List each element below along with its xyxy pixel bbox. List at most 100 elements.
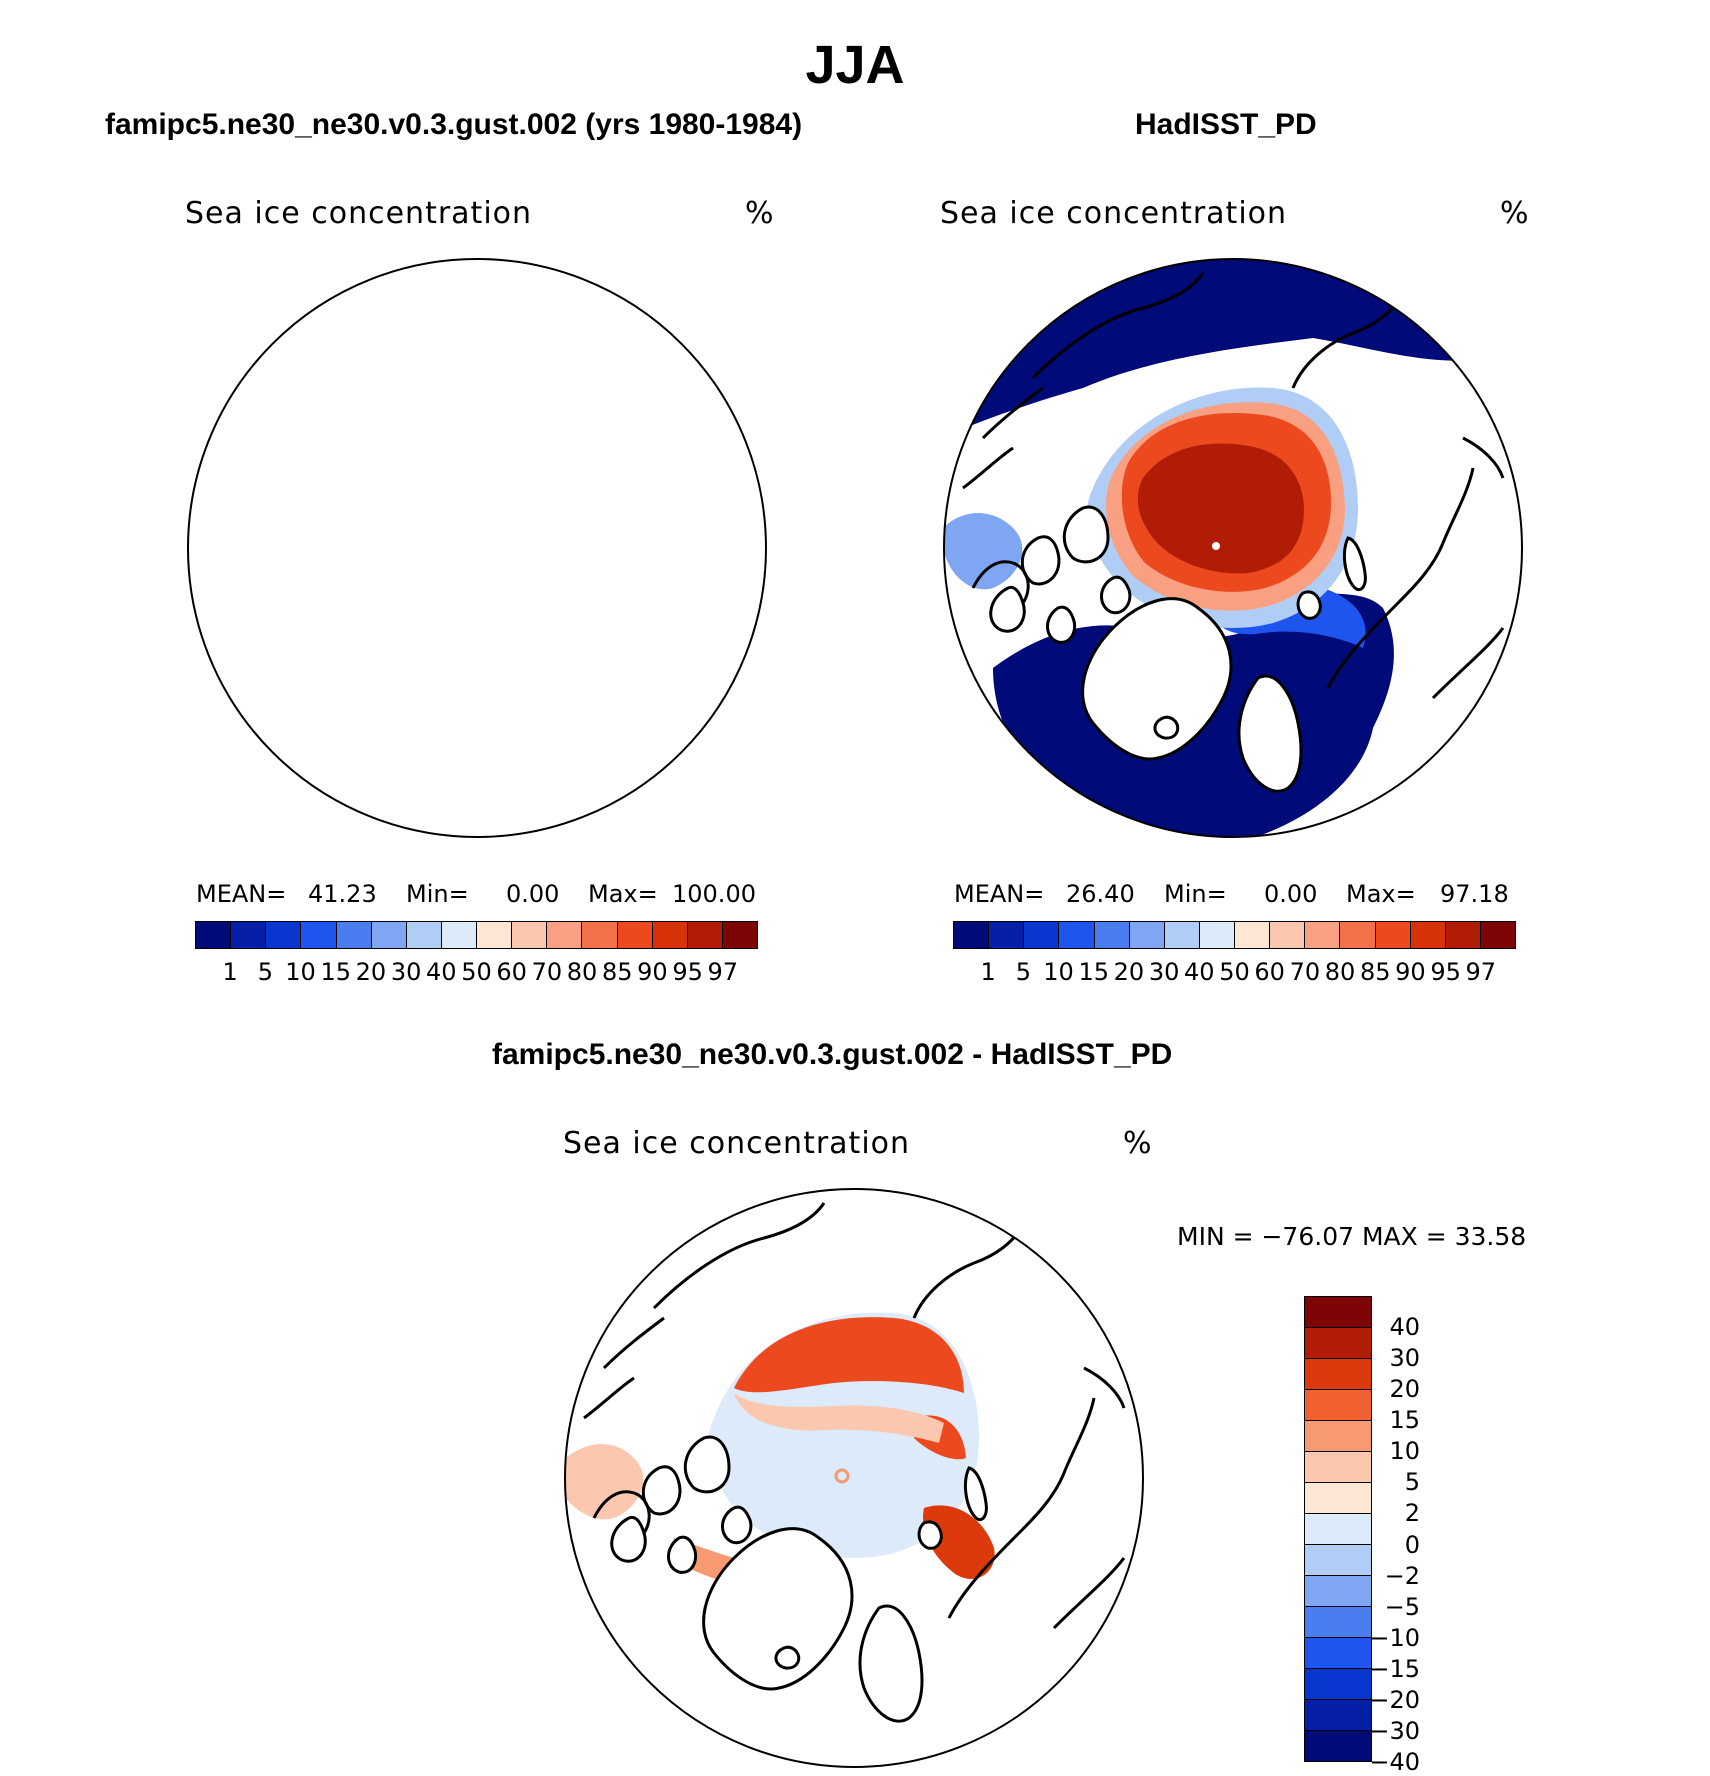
colorbar-tick-label: 70 <box>531 958 563 986</box>
colorbar-tick-label: 95 <box>1430 958 1461 986</box>
colorbar-swatch <box>1305 1514 1371 1545</box>
colorbar-swatch <box>1305 1421 1371 1452</box>
panel1-map <box>665 807 779 870</box>
colorbar-tick-label: 80 <box>1324 958 1356 986</box>
colorbar-tick-label: 1 <box>980 958 996 986</box>
colorbar-swatch <box>1235 922 1271 948</box>
panel1-min-label: Min= <box>406 880 469 908</box>
panel1-map-frame <box>187 258 767 838</box>
panel1-mean-value: 41.23 <box>308 880 377 908</box>
colorbar-tick-label: 10 <box>1043 958 1074 986</box>
colorbar-swatch <box>722 922 757 948</box>
colorbar-tick-label: 50 <box>461 958 492 986</box>
panel1-min-value: 0.00 <box>506 880 560 908</box>
colorbar-swatch <box>1059 922 1095 948</box>
colorbar-swatch <box>617 922 653 948</box>
colorbar-swatch <box>266 922 302 948</box>
colorbar-swatch <box>512 922 548 948</box>
colorbar-tick-label: −5 <box>1384 1592 1420 1621</box>
colorbar-swatch <box>477 922 513 948</box>
colorbar-tick-label: 30 <box>1389 1344 1420 1373</box>
panel1-case-title: famipc5.ne30_ne30.v0.3.gust.002 (yrs 198… <box>105 108 803 141</box>
panel2-mean-value: 26.40 <box>1066 880 1135 908</box>
colorbar-tick-label: 20 <box>1113 958 1145 986</box>
panel2-case-title: HadISST_PD <box>1135 108 1317 141</box>
colorbar-tick-label: 20 <box>1389 1375 1420 1404</box>
colorbar-tick-label: −15 <box>1369 1654 1420 1683</box>
colorbar-swatch <box>582 922 618 948</box>
panel1-mean-label: MEAN= <box>196 880 287 908</box>
colorbar-tick-label: 10 <box>1389 1437 1420 1466</box>
figure-title: JJA <box>805 35 905 95</box>
panel2-units-label: % <box>1500 196 1529 231</box>
panel2-map <box>944 259 1522 837</box>
colorbar-tick-label: 2 <box>1404 1499 1420 1528</box>
colorbar-swatch <box>1340 922 1376 948</box>
colorbar-swatch <box>1305 1607 1371 1638</box>
panel1-max-label: Max= <box>588 880 658 908</box>
colorbar-tick-label: −30 <box>1369 1716 1420 1745</box>
panel2-mean-label: MEAN= <box>954 880 1045 908</box>
colorbar-tick-label: 0 <box>1404 1530 1420 1559</box>
colorbar-swatch <box>1164 922 1200 948</box>
panel3-map-frame <box>564 1188 1144 1768</box>
colorbar-swatch <box>1305 1359 1371 1390</box>
panel1-colorbar <box>195 921 758 949</box>
colorbar-swatch <box>547 922 583 948</box>
colorbar-swatch <box>1375 922 1411 948</box>
colorbar-tick-label: 40 <box>426 958 457 986</box>
colorbar-swatch <box>231 922 267 948</box>
colorbar-swatch <box>1305 1576 1371 1607</box>
colorbar-swatch <box>1305 1390 1371 1421</box>
colorbar-swatch <box>196 922 232 948</box>
colorbar-tick-label: 60 <box>496 958 527 986</box>
colorbar-tick-label: 95 <box>672 958 703 986</box>
panel3-variable-label: Sea ice concentration <box>563 1126 911 1161</box>
colorbar-swatch <box>1305 1669 1371 1700</box>
colorbar-swatch <box>1270 922 1306 948</box>
colorbar-tick-label: 5 <box>1404 1468 1420 1497</box>
panel3-units-label: % <box>1123 1126 1152 1161</box>
colorbar-swatch <box>652 922 688 948</box>
colorbar-tick-label: 40 <box>1184 958 1215 986</box>
colorbar-swatch <box>687 922 723 948</box>
colorbar-swatch <box>1129 922 1165 948</box>
panel3-case-title: famipc5.ne30_ne30.v0.3.gust.002 - HadISS… <box>492 1038 1173 1071</box>
colorbar-tick-label: −20 <box>1369 1685 1420 1714</box>
colorbar-tick-label: −40 <box>1369 1748 1420 1776</box>
colorbar-tick-label: 97 <box>1465 958 1497 986</box>
colorbar-tick-label: 30 <box>1148 958 1180 986</box>
panel1-max-value: 100.00 <box>672 880 756 908</box>
colorbar-tick-label: 5 <box>257 958 274 986</box>
colorbar-swatch <box>1305 1297 1371 1328</box>
colorbar-tick-label: 5 <box>1015 958 1032 986</box>
colorbar-tick-label: 97 <box>707 958 739 986</box>
colorbar-tick-label: 10 <box>285 958 316 986</box>
colorbar-swatch <box>1094 922 1130 948</box>
colorbar-tick-label: 30 <box>390 958 422 986</box>
colorbar-swatch <box>989 922 1025 948</box>
colorbar-swatch <box>1305 1452 1371 1483</box>
colorbar-swatch <box>1305 1638 1371 1669</box>
colorbar-swatch <box>1305 1700 1371 1731</box>
colorbar-tick-label: 15 <box>320 958 352 986</box>
colorbar-tick-label: −2 <box>1384 1561 1420 1590</box>
colorbar-swatch <box>441 922 477 948</box>
panel3-minmax-label: MIN = −76.07 MAX = 33.58 <box>1177 1222 1527 1251</box>
panel2-max-label: Max= <box>1346 880 1416 908</box>
colorbar-swatch <box>406 922 442 948</box>
panel2-max-value: 97.18 <box>1440 880 1509 908</box>
colorbar-swatch <box>1480 922 1515 948</box>
colorbar-tick-label: 20 <box>355 958 387 986</box>
colorbar-tick-label: 15 <box>1389 1406 1420 1435</box>
panel3-colorbar <box>1304 1296 1372 1762</box>
colorbar-tick-label: −10 <box>1369 1623 1420 1652</box>
colorbar-swatch <box>1024 922 1060 948</box>
colorbar-swatch <box>1410 922 1446 948</box>
colorbar-swatch <box>371 922 407 948</box>
panel2-colorbar <box>953 921 1516 949</box>
colorbar-tick-label: 90 <box>1395 958 1426 986</box>
panel3-map <box>565 1201 1143 1767</box>
colorbar-swatch <box>1305 1731 1371 1761</box>
